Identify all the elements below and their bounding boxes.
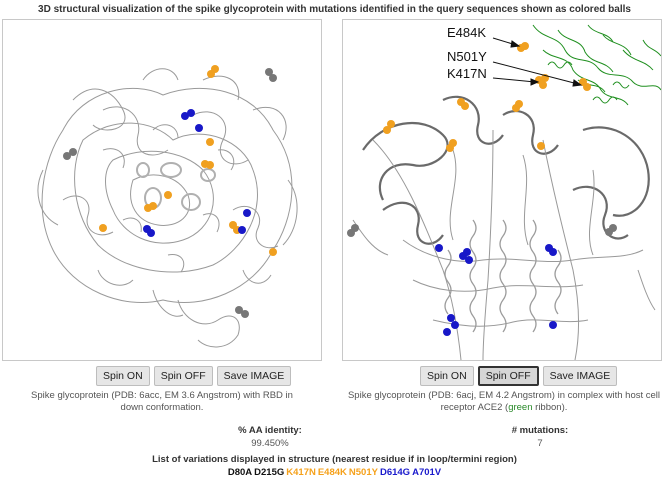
orange-mutation-ball bbox=[164, 191, 172, 199]
orange-mutation-ball bbox=[449, 139, 457, 147]
blue-mutation-ball bbox=[187, 109, 195, 117]
blue-mutation-ball bbox=[195, 124, 203, 132]
blue-mutation-ball bbox=[465, 256, 473, 264]
blue-mutation-ball bbox=[451, 321, 459, 329]
orange-mutation-ball bbox=[539, 81, 547, 89]
gray-residue-ball bbox=[265, 68, 273, 76]
identity-label: % AA identity: bbox=[238, 425, 302, 436]
mutations-label: # mutations: bbox=[511, 425, 569, 436]
gray-residue-ball bbox=[63, 152, 71, 160]
left-spin-on-button[interactable]: Spin ON bbox=[96, 366, 150, 386]
right-save-image-button[interactable]: Save IMAGE bbox=[542, 366, 618, 386]
left-caption: Spike glycoprotein (PDB: 6acc, EM 3.6 An… bbox=[31, 390, 293, 413]
blue-mutation-ball bbox=[549, 248, 557, 256]
page-title: 3D structural visualization of the spike… bbox=[38, 4, 631, 15]
orange-mutation-ball bbox=[206, 138, 214, 146]
orange-mutation-ball bbox=[537, 142, 545, 150]
orange-mutation-ball bbox=[149, 202, 157, 210]
annotation-arrows bbox=[492, 37, 583, 87]
label-n501y: N501Y bbox=[447, 49, 487, 64]
protein-backbone bbox=[362, 95, 650, 245]
blue-mutation-ball bbox=[447, 314, 455, 322]
structure-viewer-right[interactable]: E484K N501Y K417N bbox=[342, 19, 662, 361]
helix-columns bbox=[444, 219, 562, 333]
blue-mutation-ball bbox=[463, 248, 471, 256]
orange-mutation-ball bbox=[269, 248, 277, 256]
orange-mutation-ball bbox=[461, 102, 469, 110]
mutation-n501y: N501Y bbox=[348, 467, 378, 478]
orange-mutation-ball bbox=[515, 100, 523, 108]
blue-mutation-ball bbox=[243, 209, 251, 217]
mutations-value: 7 bbox=[537, 438, 543, 449]
protein-backbone bbox=[37, 68, 298, 348]
blue-mutation-ball bbox=[549, 321, 557, 329]
mutations-stat: # mutations: 7 bbox=[470, 425, 610, 449]
blue-mutation-ball bbox=[181, 112, 189, 120]
orange-mutation-ball bbox=[211, 65, 219, 73]
mutation-k417n: K417N bbox=[286, 467, 316, 478]
orange-mutation-ball bbox=[206, 161, 214, 169]
orange-mutation-ball bbox=[99, 224, 107, 232]
blue-mutation-ball bbox=[238, 226, 246, 234]
gray-residue-ball bbox=[609, 224, 617, 232]
left-spin-off-button[interactable]: Spin OFF bbox=[153, 366, 213, 386]
label-e484k: E484K bbox=[447, 25, 487, 40]
blue-mutation-ball bbox=[435, 244, 443, 252]
identity-value: 99.450% bbox=[251, 438, 289, 449]
orange-mutation-ball bbox=[521, 42, 529, 50]
orange-mutation-ball bbox=[387, 120, 395, 128]
helix-bundles bbox=[136, 162, 216, 211]
gray-residue-ball bbox=[347, 229, 355, 237]
ace2-ribbon bbox=[532, 24, 661, 106]
gray-residue-ball bbox=[235, 306, 243, 314]
blue-mutation-ball bbox=[147, 229, 155, 237]
label-k417n: K417N bbox=[447, 66, 487, 81]
structure-viewer-left[interactable] bbox=[2, 19, 322, 361]
variations-title: List of variations displayed in structur… bbox=[152, 454, 517, 465]
mutation-e484k: E484K bbox=[317, 467, 347, 478]
mutation-d614g: D614G bbox=[379, 467, 411, 478]
right-caption-text-b: ribbon). bbox=[532, 402, 568, 413]
right-spin-off-button[interactable]: Spin OFF bbox=[477, 366, 539, 386]
mutation-a701v: A701V bbox=[412, 467, 442, 478]
right-caption: Spike glycoprotein (PDB: 6acj, EM 4.2 An… bbox=[345, 390, 663, 414]
blue-mutation-ball bbox=[443, 328, 451, 336]
gray-residue-ball bbox=[69, 148, 77, 156]
orange-mutation-ball bbox=[383, 126, 391, 134]
right-spin-on-button[interactable]: Spin ON bbox=[420, 366, 474, 386]
mutation-d215g: D215G bbox=[254, 467, 285, 478]
mutation-list: D80A D215G K417N E484K N501Y D614G A701V bbox=[0, 467, 669, 478]
right-caption-text-a: Spike glycoprotein (PDB: 6acj, EM 4.2 An… bbox=[347, 390, 661, 413]
gray-residue-ball bbox=[241, 310, 249, 318]
structure-render-left bbox=[37, 65, 298, 348]
orange-mutation-ball bbox=[583, 83, 591, 91]
identity-stat: % AA identity: 99.450% bbox=[200, 425, 340, 449]
left-save-image-button[interactable]: Save IMAGE bbox=[216, 366, 292, 386]
gray-residue-ball bbox=[269, 74, 277, 82]
right-controls: Spin ON Spin OFF Save IMAGE bbox=[420, 366, 618, 386]
left-controls: Spin ON Spin OFF Save IMAGE bbox=[96, 366, 292, 386]
mutation-d80a: D80A bbox=[227, 467, 253, 478]
structure-render-right bbox=[347, 24, 661, 360]
right-caption-green: green bbox=[508, 402, 533, 413]
